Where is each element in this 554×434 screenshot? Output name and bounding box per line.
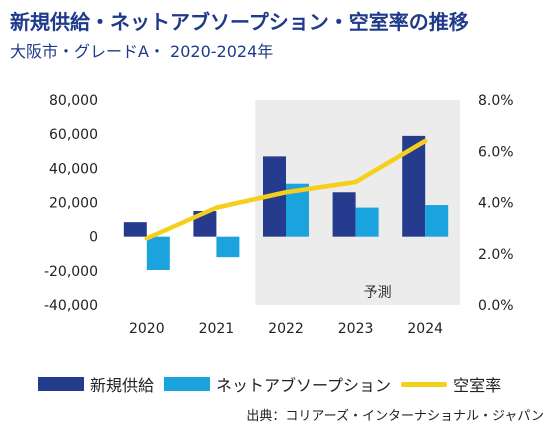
- bar-absorption-2022: [286, 183, 309, 237]
- bar-absorption-2023: [355, 207, 379, 237]
- x-axis-tick-2024: 2024: [407, 321, 443, 337]
- x-axis-tick-2020: 2020: [129, 321, 165, 337]
- combo-chart: 予測 80,000 60,000 40,000 20,000 0 -20,000 -40,00…: [44, 93, 514, 337]
- right-axis-tick: 4.0%: [478, 196, 514, 212]
- left-axis-tick: 60,000: [49, 127, 98, 143]
- left-axis-tick: 80,000: [49, 93, 98, 109]
- bar-absorption-2024: [425, 205, 449, 237]
- right-axis-tick: 6.0%: [478, 144, 514, 160]
- legend-swatch-vacancy: [401, 381, 448, 387]
- right-axis-tick: 0.0%: [478, 298, 514, 314]
- bar-supply-2020: [123, 222, 147, 237]
- chart-subtitle: 大阪市・グレードA・ 2020-2024年: [10, 42, 274, 61]
- left-axis-tick: 20,000: [49, 196, 98, 212]
- left-axis-tick: -20,000: [44, 264, 98, 280]
- bar-absorption-2020: [146, 236, 170, 270]
- left-axis-tick: 40,000: [49, 161, 98, 177]
- left-axis-tick: 0: [89, 230, 98, 246]
- legend-item-vacancy: 空室率: [401, 372, 501, 396]
- chart-title: 新規供給・ネットアブソープション・空室率の推移: [10, 10, 469, 34]
- legend-label-vacancy: 空室率: [453, 376, 502, 395]
- legend-swatch-supply: [38, 377, 84, 391]
- right-axis-tick: 8.0%: [478, 93, 514, 109]
- legend-swatch-absorption: [164, 377, 211, 391]
- legend-label-absorption: ネットアブソープション: [216, 376, 392, 395]
- forecast-label: 予測: [364, 285, 392, 301]
- legend-label-supply: 新規供給: [90, 376, 155, 395]
- x-axis-tick-2021: 2021: [199, 321, 235, 337]
- legend-item-absorption: ネットアブソープション: [164, 372, 391, 396]
- left-axis-tick: -40,000: [44, 298, 98, 314]
- bar-supply-2024: [402, 135, 426, 237]
- chart-legend: 新規供給 ネットアブソープション 空室率: [38, 372, 511, 396]
- right-axis-tick: 2.0%: [478, 247, 514, 263]
- x-axis-tick-2022: 2022: [268, 321, 304, 337]
- bar-absorption-2021: [216, 236, 240, 258]
- bar-supply-2023: [332, 192, 356, 237]
- legend-item-supply: 新規供給: [38, 372, 154, 396]
- x-axis-tick-2023: 2023: [338, 321, 374, 337]
- source-note: 出典：コリアーズ・インターナショナル・ジャパン: [246, 409, 544, 424]
